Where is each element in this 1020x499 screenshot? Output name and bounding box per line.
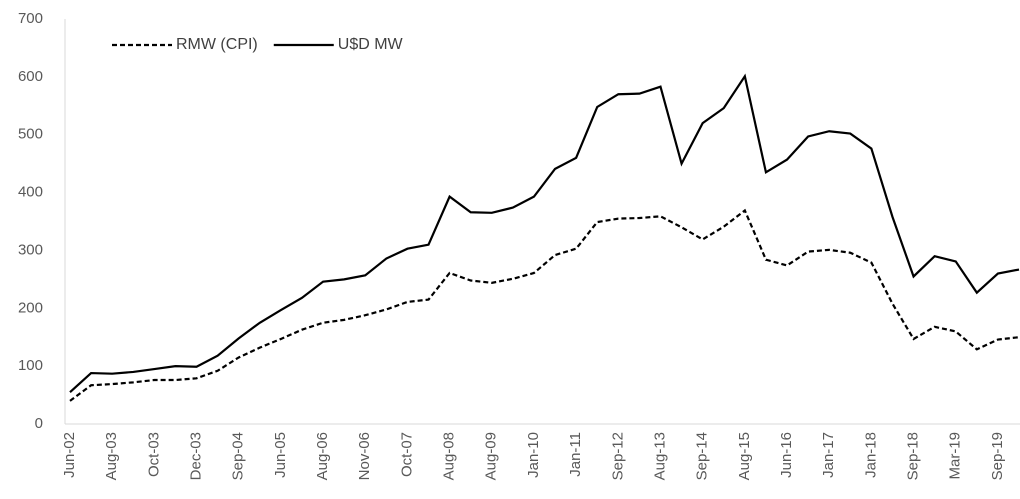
x-tick-label: Oct-03 — [145, 432, 162, 477]
legend-label: RMW (CPI) — [176, 36, 258, 53]
x-tick-label: Jun-16 — [778, 432, 795, 478]
x-tick-label: Jan-18 — [862, 432, 879, 478]
y-tick-label: 500 — [18, 126, 43, 143]
x-tick-label: Sep-14 — [694, 432, 711, 480]
x-tick-label: Sep-12 — [609, 432, 626, 480]
y-tick-label: 400 — [18, 184, 43, 201]
x-tick-label: Aug-06 — [314, 432, 331, 480]
legend-label: U$D MW — [338, 36, 404, 53]
x-tick-label: Sep-04 — [230, 432, 247, 480]
y-tick-label: 200 — [18, 299, 43, 316]
y-tick-label: 100 — [18, 357, 43, 374]
x-tick-label: Jun-02 — [61, 432, 78, 478]
x-tick-label: Aug-09 — [483, 432, 500, 480]
line-series — [69, 208, 1020, 402]
x-tick-label: Aug-15 — [736, 432, 753, 480]
x-tick-label: Nov-06 — [356, 432, 373, 480]
x-tick-label: Sep-18 — [905, 432, 922, 480]
y-tick-label: 300 — [18, 241, 43, 258]
y-tick-label: 600 — [18, 68, 43, 85]
x-tick-label: Aug-08 — [441, 432, 458, 480]
x-tick-label: Oct-07 — [398, 432, 415, 477]
x-tick-label: Dec-03 — [188, 432, 205, 480]
x-tick-label: Mar-19 — [947, 432, 964, 480]
x-tick-label: Jan-10 — [525, 432, 542, 478]
y-tick-label: 0 — [35, 415, 43, 432]
x-tick-label: Aug-03 — [103, 432, 120, 480]
x-tick-label: Jan-11 — [567, 432, 584, 477]
x-tick-label: Aug-13 — [651, 432, 668, 480]
line-series — [69, 73, 1020, 393]
x-tick-label: Jan-17 — [820, 432, 837, 478]
x-tick-label: Sep-19 — [989, 432, 1006, 480]
x-tick-label: Jun-05 — [272, 432, 289, 478]
y-tick-label: 700 — [18, 10, 43, 27]
